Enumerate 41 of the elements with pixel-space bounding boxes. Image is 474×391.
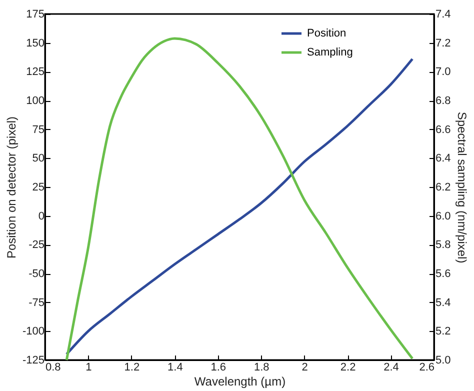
y-axis-title: Position on detector (pixel) — [4, 116, 18, 259]
x-tick-label: 2.2 — [340, 362, 356, 374]
x-tick-label: 0.8 — [46, 362, 61, 374]
y-tick-label: -25 — [28, 239, 44, 252]
legend-label: Sampling — [307, 46, 353, 58]
legend-label: Position — [307, 28, 346, 40]
x-tick-label: 1.2 — [124, 362, 140, 374]
y2-tick-label: 5.4 — [436, 296, 451, 309]
y2-tick-label: 5.6 — [436, 268, 451, 280]
y2-tick-label: 6.0 — [436, 210, 451, 222]
y2-tick-label: 6.8 — [436, 95, 451, 107]
y-tick-label: -50 — [28, 268, 44, 280]
y-tick-label: 0 — [38, 210, 44, 222]
y-tick-label: -125 — [22, 354, 44, 366]
x-tick-label: 2.6 — [419, 362, 434, 374]
y2-tick-label: 5.0 — [436, 354, 451, 366]
y2-tick-label: 7.0 — [436, 66, 451, 78]
y2-tick-label: 7.2 — [436, 37, 451, 50]
y2-tick-label: 7.4 — [436, 8, 451, 20]
y-tick-label: 150 — [26, 37, 44, 50]
y-tick-label: -100 — [22, 326, 44, 338]
x-tick-label: 1.4 — [168, 362, 183, 374]
x-tick-label: 1.6 — [210, 362, 226, 374]
y2-tick-label: 6.6 — [436, 124, 451, 136]
x-tick-label: 2.4 — [384, 362, 399, 374]
x-axis-title: Wavelength (µm) — [194, 374, 286, 388]
x-tick-label: 2 — [302, 362, 308, 374]
x-tick-label: 1.8 — [254, 362, 270, 374]
x-tick-label: 1 — [86, 362, 92, 374]
y-tick-label: 50 — [32, 152, 44, 165]
y2-tick-label: 5.2 — [436, 326, 451, 338]
y2-tick-label: 6.4 — [436, 152, 451, 165]
y-tick-label: 100 — [26, 95, 44, 107]
y-tick-label: 175 — [26, 8, 44, 20]
y2-axis-title: Spectral sampling (nm/pixel) — [454, 112, 469, 264]
y-tick-label: 25 — [32, 182, 44, 194]
y-tick-label: -75 — [28, 296, 44, 309]
y2-tick-label: 5.8 — [436, 239, 451, 252]
y-tick-label: 75 — [32, 124, 44, 136]
y2-tick-label: 6.2 — [436, 182, 451, 194]
y-tick-label: 125 — [26, 66, 44, 78]
